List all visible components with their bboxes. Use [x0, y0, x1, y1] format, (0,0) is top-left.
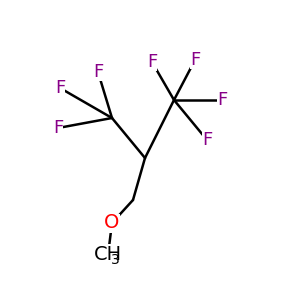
Text: 3: 3 — [111, 253, 120, 267]
Text: F: F — [53, 119, 63, 137]
Text: F: F — [202, 131, 212, 149]
Text: F: F — [217, 91, 227, 109]
Text: F: F — [147, 53, 157, 71]
Text: F: F — [93, 63, 103, 81]
Text: F: F — [55, 79, 65, 97]
Text: O: O — [104, 214, 120, 232]
Text: CH: CH — [94, 245, 122, 265]
Text: F: F — [190, 51, 200, 69]
